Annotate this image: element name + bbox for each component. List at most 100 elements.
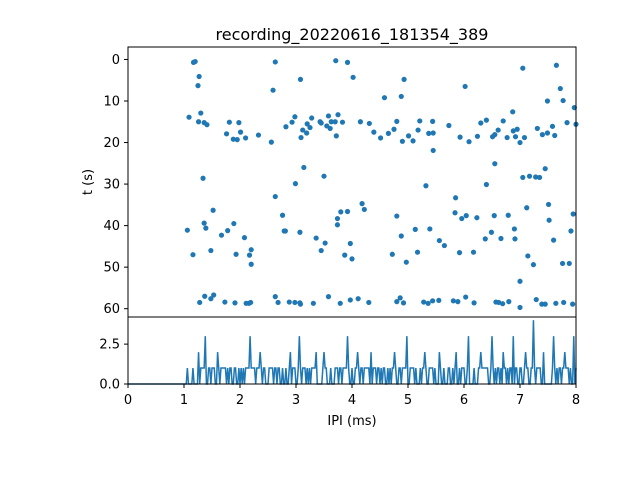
raster-point	[446, 122, 452, 129]
raster-point	[500, 118, 506, 124]
histogram-plot-frame	[127, 316, 577, 385]
raster-point	[564, 120, 570, 126]
raster-point	[517, 139, 523, 146]
raster-point	[366, 120, 372, 127]
raster-point	[307, 124, 313, 131]
raster-point	[491, 213, 497, 219]
raster-point	[203, 225, 209, 231]
raster-y-tick-label: 10	[103, 95, 120, 110]
raster-point	[192, 58, 198, 65]
raster-point	[196, 73, 202, 80]
raster-y-tick-label: 0	[112, 53, 120, 68]
raster-point	[450, 298, 456, 304]
raster-point	[412, 226, 418, 232]
raster-point	[520, 174, 526, 181]
raster-point	[246, 252, 253, 258]
raster-point	[237, 129, 244, 135]
raster-y-tick-label: 30	[103, 178, 120, 193]
raster-point	[361, 206, 367, 213]
raster-point	[389, 251, 395, 257]
raster-point	[453, 195, 459, 201]
histogram-x-tick-label: 1	[180, 393, 188, 408]
raster-point	[427, 226, 433, 232]
raster-point	[398, 233, 404, 239]
raster-point	[510, 109, 516, 115]
raster-point	[304, 130, 310, 136]
raster-point	[456, 250, 463, 256]
raster-point	[455, 299, 461, 305]
raster-point	[248, 247, 254, 253]
raster-point	[241, 235, 248, 241]
raster-point	[560, 97, 566, 104]
raster-point	[398, 93, 404, 100]
raster-point	[334, 222, 341, 228]
raster-point	[195, 83, 201, 89]
chart-title: recording_20220616_181354_389	[216, 25, 489, 45]
raster-point	[430, 118, 436, 124]
raster-point	[492, 132, 498, 138]
raster-point	[230, 136, 236, 142]
raster-point	[415, 127, 421, 133]
raster-point	[338, 209, 344, 215]
raster-point	[561, 299, 567, 306]
raster-point	[275, 299, 281, 306]
raster-point	[222, 299, 228, 305]
raster-point	[488, 229, 495, 235]
raster-point	[197, 299, 203, 306]
raster-y-tick-label: 40	[103, 219, 120, 234]
raster-point	[327, 125, 333, 132]
raster-point	[401, 76, 407, 82]
raster-point	[463, 213, 469, 219]
raster-point	[332, 119, 338, 125]
raster-point	[462, 83, 468, 90]
raster-point	[371, 129, 377, 135]
raster-point	[533, 174, 539, 180]
raster-point	[339, 119, 346, 125]
raster-point	[186, 114, 192, 120]
raster-point	[204, 122, 210, 128]
raster-point	[459, 215, 465, 222]
raster-point	[430, 130, 436, 136]
raster-y-tick-label: 60	[103, 302, 120, 317]
raster-point	[318, 120, 324, 126]
raster-point	[394, 299, 400, 305]
raster-point	[514, 126, 520, 132]
raster-point	[279, 212, 286, 218]
raster-point	[272, 59, 278, 65]
raster-point	[309, 115, 315, 121]
raster-point	[202, 293, 208, 299]
raster-point	[542, 166, 548, 172]
raster-point	[405, 133, 412, 139]
raster-point	[236, 120, 242, 126]
raster-point	[297, 301, 304, 307]
raster-point	[344, 208, 351, 215]
raster-point	[498, 235, 504, 242]
raster-point	[333, 133, 339, 139]
raster-point	[310, 300, 316, 306]
raster-point	[347, 240, 353, 247]
raster-point	[436, 297, 442, 303]
raster-point	[552, 132, 558, 139]
raster-point	[524, 205, 530, 211]
raster-point	[355, 296, 361, 302]
raster-point	[483, 181, 489, 188]
raster-point	[542, 301, 548, 307]
raster-point	[349, 256, 355, 262]
raster-point	[350, 74, 356, 80]
raster-point	[517, 278, 523, 284]
raster-point	[430, 147, 436, 154]
raster-point	[471, 300, 477, 306]
raster-point	[537, 174, 543, 181]
raster-point	[198, 110, 204, 116]
raster-point	[184, 227, 190, 233]
raster-point	[566, 260, 572, 267]
raster-point	[549, 123, 556, 129]
raster-point	[520, 65, 526, 71]
raster-point	[551, 237, 557, 243]
raster-point	[337, 300, 343, 306]
raster-point	[521, 134, 528, 141]
raster-point	[492, 161, 498, 167]
raster-point	[248, 299, 254, 306]
raster-point	[366, 299, 372, 306]
raster-point	[232, 300, 238, 306]
